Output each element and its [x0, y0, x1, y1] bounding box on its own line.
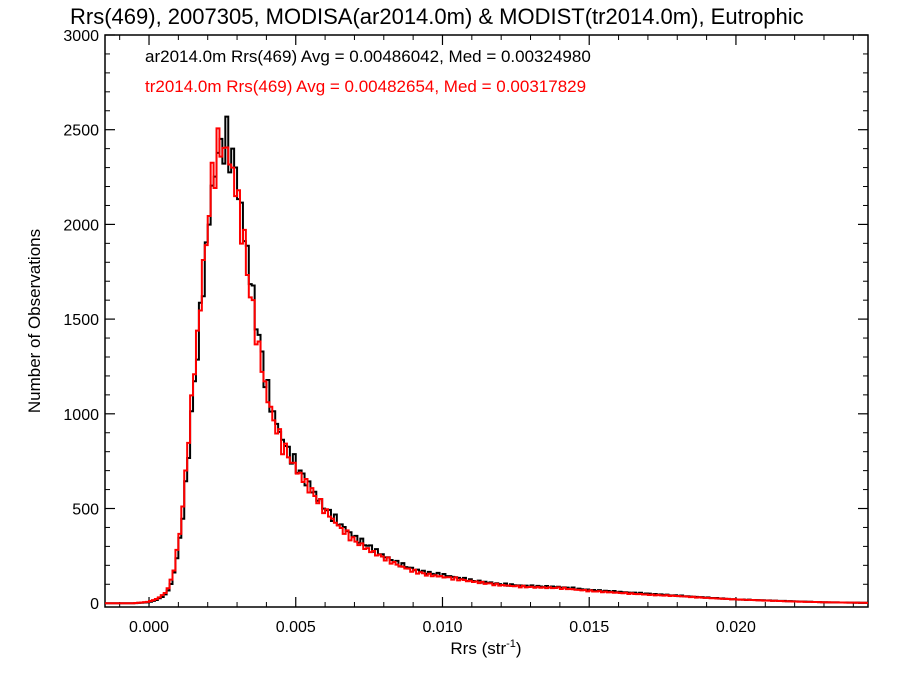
y-tick-label: 1000: [63, 407, 99, 424]
chart-title: Rrs(469), 2007305, MODISA(ar2014.0m) & M…: [70, 4, 804, 29]
series-lines: [105, 115, 868, 605]
x-axis-ticks: 0.000 0.005 0.010 0.015 0.020: [119, 35, 854, 636]
plot-frame: [104, 34, 869, 608]
x-tick-label: 0.020: [716, 619, 756, 636]
series-line-1: [105, 127, 868, 605]
series-line-0: [105, 115, 868, 605]
y-tick-label: 3000: [63, 28, 99, 45]
y-tick-label: 2000: [63, 217, 99, 234]
x-tick-label: 0.010: [422, 619, 462, 636]
y-axis-label: Number of Observations: [25, 229, 44, 413]
legend-entry-tr2014: tr2014.0m Rrs(469) Avg = 0.00482654, Med…: [145, 77, 586, 96]
y-tick-label: 1500: [63, 312, 99, 329]
y-tick-label: 500: [72, 502, 99, 519]
x-tick-label: 0.015: [569, 619, 609, 636]
y-axis-ticks: 0 500 1000 1500 2000 2500 3000: [63, 28, 868, 613]
legend-entry-ar2014: ar2014.0m Rrs(469) Avg = 0.00486042, Med…: [145, 47, 591, 66]
legend: ar2014.0m Rrs(469) Avg = 0.00486042, Med…: [145, 47, 591, 96]
y-tick-label: 0: [90, 596, 99, 613]
y-tick-label: 2500: [63, 123, 99, 140]
plot-area: 0.000 0.005 0.010 0.015 0.020 0 500 1000 1500 20…: [63, 28, 869, 636]
x-tick-label: 0.005: [276, 619, 316, 636]
x-tick-label: 0.000: [129, 619, 169, 636]
x-axis-label: Rrs (str-1): [450, 638, 521, 658]
